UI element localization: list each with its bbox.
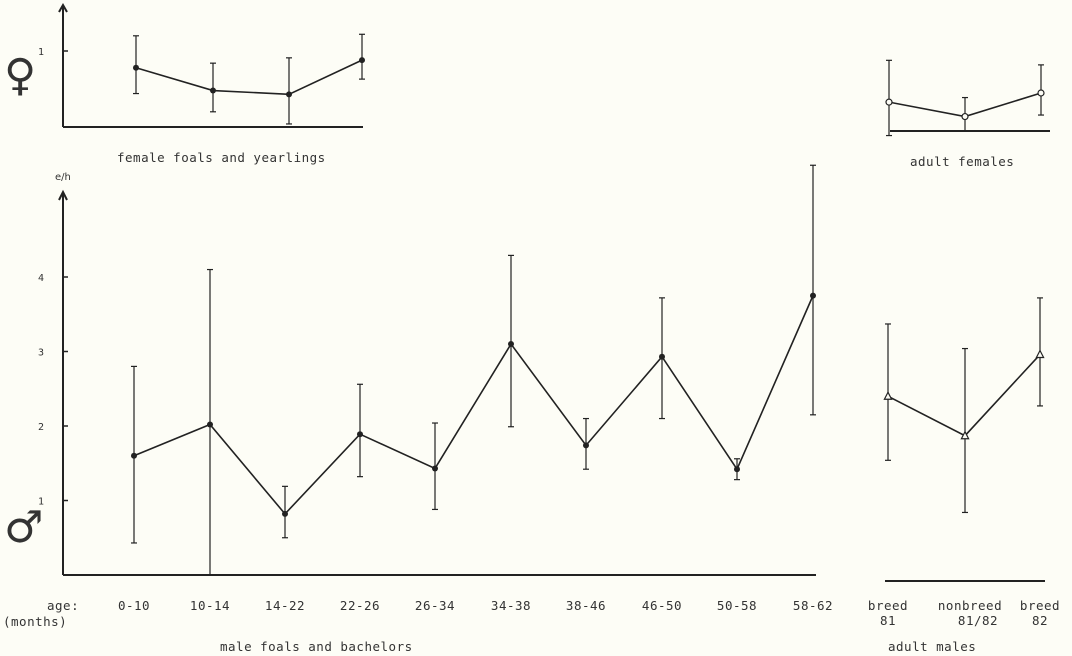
male-young-point xyxy=(583,442,589,449)
female-young-axes xyxy=(58,2,363,128)
x-prefix-months: (months) xyxy=(3,614,67,629)
male-adult-xtick-label: 82 xyxy=(1032,613,1048,628)
male-young-ytick-label: 4 xyxy=(38,273,44,284)
male-young-axes xyxy=(58,189,816,576)
male-young-point xyxy=(508,341,514,348)
male-young-point xyxy=(432,465,438,472)
male-young-ytick-label: 1 xyxy=(38,497,44,508)
male-adult-xtick-label: nonbreed xyxy=(938,598,1002,613)
female-adult-point xyxy=(1037,89,1045,97)
male-adult-point xyxy=(883,390,893,400)
male-adult-xtick-label: 81/82 xyxy=(958,613,998,628)
male-young-point xyxy=(207,421,213,428)
male-adult-xtick-label: 81 xyxy=(880,613,896,628)
female-young-point xyxy=(133,64,139,71)
male-young-point xyxy=(810,292,816,299)
male-young-xtick-label: 26-34 xyxy=(415,598,455,613)
female-adult-title: adult females xyxy=(910,154,1014,169)
male-young-title: male foals and bachelors xyxy=(220,639,413,654)
x-prefix-age: age: xyxy=(47,598,79,613)
male-adult-xtick-label: breed xyxy=(868,598,908,613)
male-young-xtick-label: 14-22 xyxy=(265,598,305,613)
male-young-point xyxy=(282,510,288,517)
male-young-xtick-label: 50-58 xyxy=(717,598,757,613)
female-young-point xyxy=(286,91,292,98)
female-young-ytick-label: 1 xyxy=(38,47,44,58)
male-adult-title: adult males xyxy=(888,639,976,654)
male-young-xtick-label: 34-38 xyxy=(491,598,531,613)
male-young-ytick-label: 2 xyxy=(38,422,44,433)
y-axis-label: e/h xyxy=(55,172,71,183)
female-young-point xyxy=(359,57,365,64)
male-young-xtick-label: 58-62 xyxy=(793,598,833,613)
male-young-xtick-label: 38-46 xyxy=(566,598,606,613)
male-young-xtick-label: 22-26 xyxy=(340,598,380,613)
male-young-xtick-label: 46-50 xyxy=(642,598,682,613)
male-young-xtick-label: 10-14 xyxy=(190,598,230,613)
male-young-series-line xyxy=(133,295,814,516)
male-young-point xyxy=(357,431,363,438)
male-young-ytick-label: 3 xyxy=(38,348,44,359)
male-adult-xtick-label: breed xyxy=(1020,598,1060,613)
female-young-series-line xyxy=(135,59,363,96)
male-adult-series-line xyxy=(887,353,1041,437)
female-adult-point xyxy=(885,98,893,106)
female-young-point xyxy=(210,87,216,94)
male-adult-point xyxy=(1035,349,1045,359)
female-symbol: ♀ xyxy=(4,50,36,101)
female-adult-point xyxy=(961,112,969,121)
male-young-point xyxy=(659,353,665,360)
male-symbol: ♂ xyxy=(4,502,43,553)
male-adult-point xyxy=(960,430,970,440)
female-young-title: female foals and yearlings xyxy=(117,150,326,165)
male-young-point xyxy=(131,452,137,459)
male-young-point xyxy=(734,466,740,473)
male-young-xtick-label: 0-10 xyxy=(118,598,150,613)
